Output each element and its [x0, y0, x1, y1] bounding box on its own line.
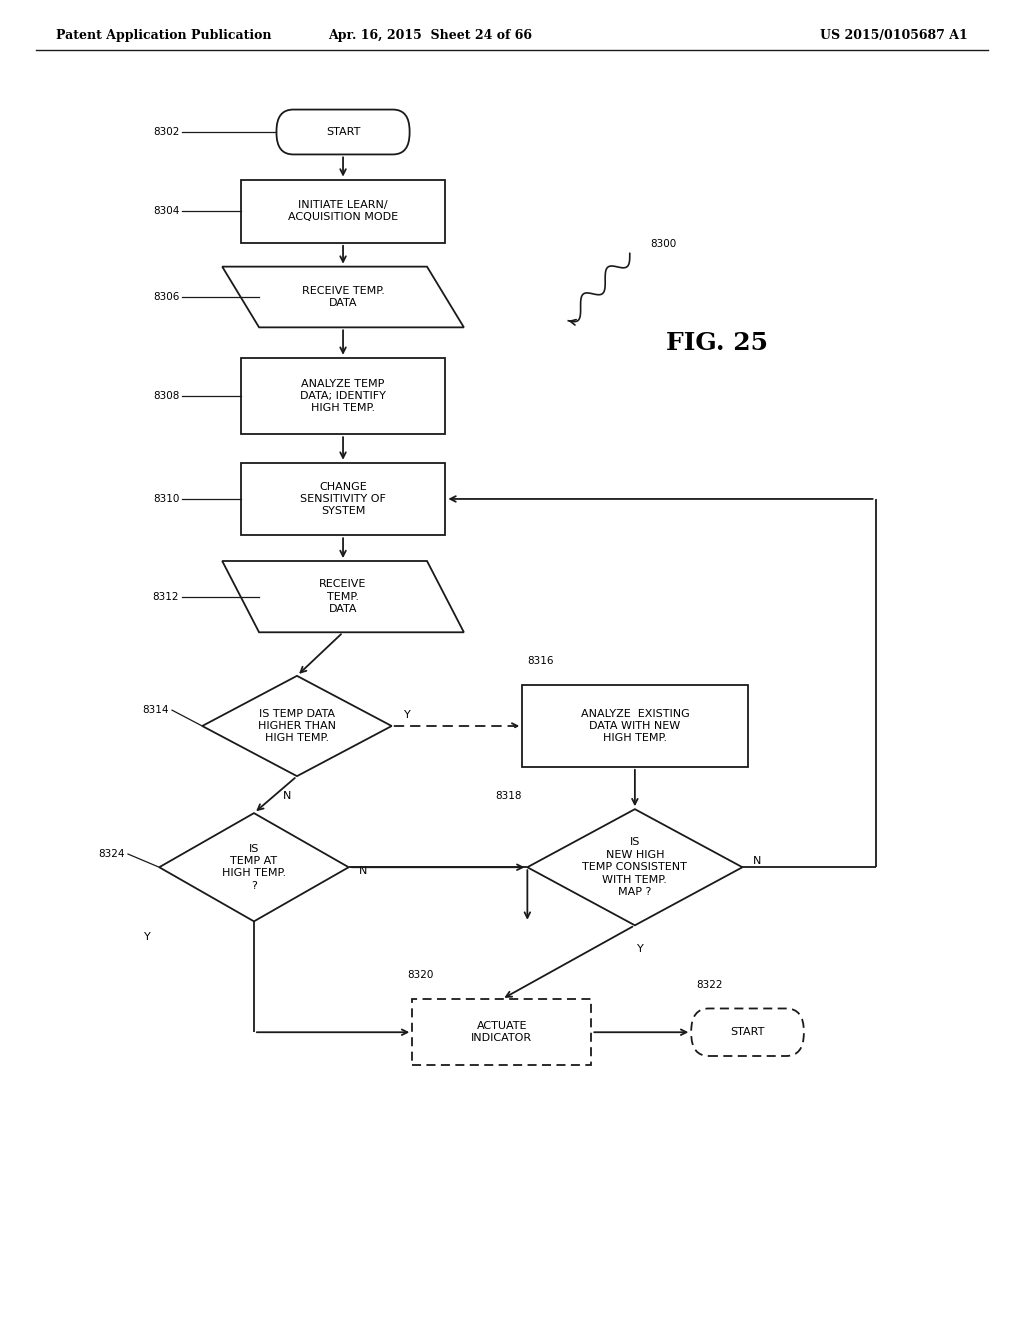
Bar [241, 462, 445, 536]
Polygon shape [222, 267, 464, 327]
Text: CHANGE
SENSITIVITY OF
SYSTEM: CHANGE SENSITIVITY OF SYSTEM [300, 482, 386, 516]
Polygon shape [202, 676, 391, 776]
Text: Y: Y [143, 932, 151, 942]
Text: 8320: 8320 [407, 970, 433, 981]
Text: RECEIVE TEMP.
DATA: RECEIVE TEMP. DATA [302, 286, 384, 308]
Bar [241, 180, 445, 243]
Text: ANALYZE TEMP
DATA; IDENTIFY
HIGH TEMP.: ANALYZE TEMP DATA; IDENTIFY HIGH TEMP. [300, 379, 386, 413]
Text: Patent Application Publication: Patent Application Publication [56, 29, 271, 42]
Text: Y: Y [403, 710, 411, 721]
Text: 8324: 8324 [98, 849, 125, 859]
Text: 8316: 8316 [527, 656, 554, 667]
Bar [522, 685, 748, 767]
Bar [241, 358, 445, 434]
Text: 8308: 8308 [153, 391, 179, 401]
Polygon shape [527, 809, 742, 925]
Text: 8300: 8300 [650, 239, 677, 249]
Text: 8302: 8302 [153, 127, 179, 137]
Text: INITIATE LEARN/
ACQUISITION MODE: INITIATE LEARN/ ACQUISITION MODE [288, 201, 398, 222]
Bar [412, 999, 591, 1065]
Text: Apr. 16, 2015  Sheet 24 of 66: Apr. 16, 2015 Sheet 24 of 66 [328, 29, 532, 42]
Text: ANALYZE  EXISTING
DATA WITH NEW
HIGH TEMP.: ANALYZE EXISTING DATA WITH NEW HIGH TEMP… [581, 709, 689, 743]
Text: 8312: 8312 [153, 591, 179, 602]
Text: 8322: 8322 [696, 979, 723, 990]
Text: START: START [326, 127, 360, 137]
Text: ACTUATE
INDICATOR: ACTUATE INDICATOR [471, 1022, 532, 1043]
Text: 8310: 8310 [153, 494, 179, 504]
Text: FIG. 25: FIG. 25 [666, 331, 768, 355]
Text: 8304: 8304 [153, 206, 179, 216]
FancyBboxPatch shape [691, 1008, 804, 1056]
Polygon shape [222, 561, 464, 632]
Text: N: N [359, 866, 368, 876]
FancyBboxPatch shape [276, 110, 410, 154]
Text: 8318: 8318 [496, 791, 522, 801]
Text: 8314: 8314 [142, 705, 169, 715]
Text: RECEIVE
TEMP.
DATA: RECEIVE TEMP. DATA [319, 579, 367, 614]
Text: IS TEMP DATA
HIGHER THAN
HIGH TEMP.: IS TEMP DATA HIGHER THAN HIGH TEMP. [258, 709, 336, 743]
Text: Y: Y [637, 944, 643, 954]
Polygon shape [160, 813, 348, 921]
Text: IS
TEMP AT
HIGH TEMP.
?: IS TEMP AT HIGH TEMP. ? [222, 843, 286, 891]
Text: 8306: 8306 [153, 292, 179, 302]
Text: IS
NEW HIGH
TEMP CONSISTENT
WITH TEMP.
MAP ?: IS NEW HIGH TEMP CONSISTENT WITH TEMP. M… [583, 837, 687, 898]
Text: N: N [283, 791, 291, 801]
Text: N: N [753, 855, 761, 866]
Text: START: START [730, 1027, 765, 1038]
Text: US 2015/0105687 A1: US 2015/0105687 A1 [820, 29, 968, 42]
